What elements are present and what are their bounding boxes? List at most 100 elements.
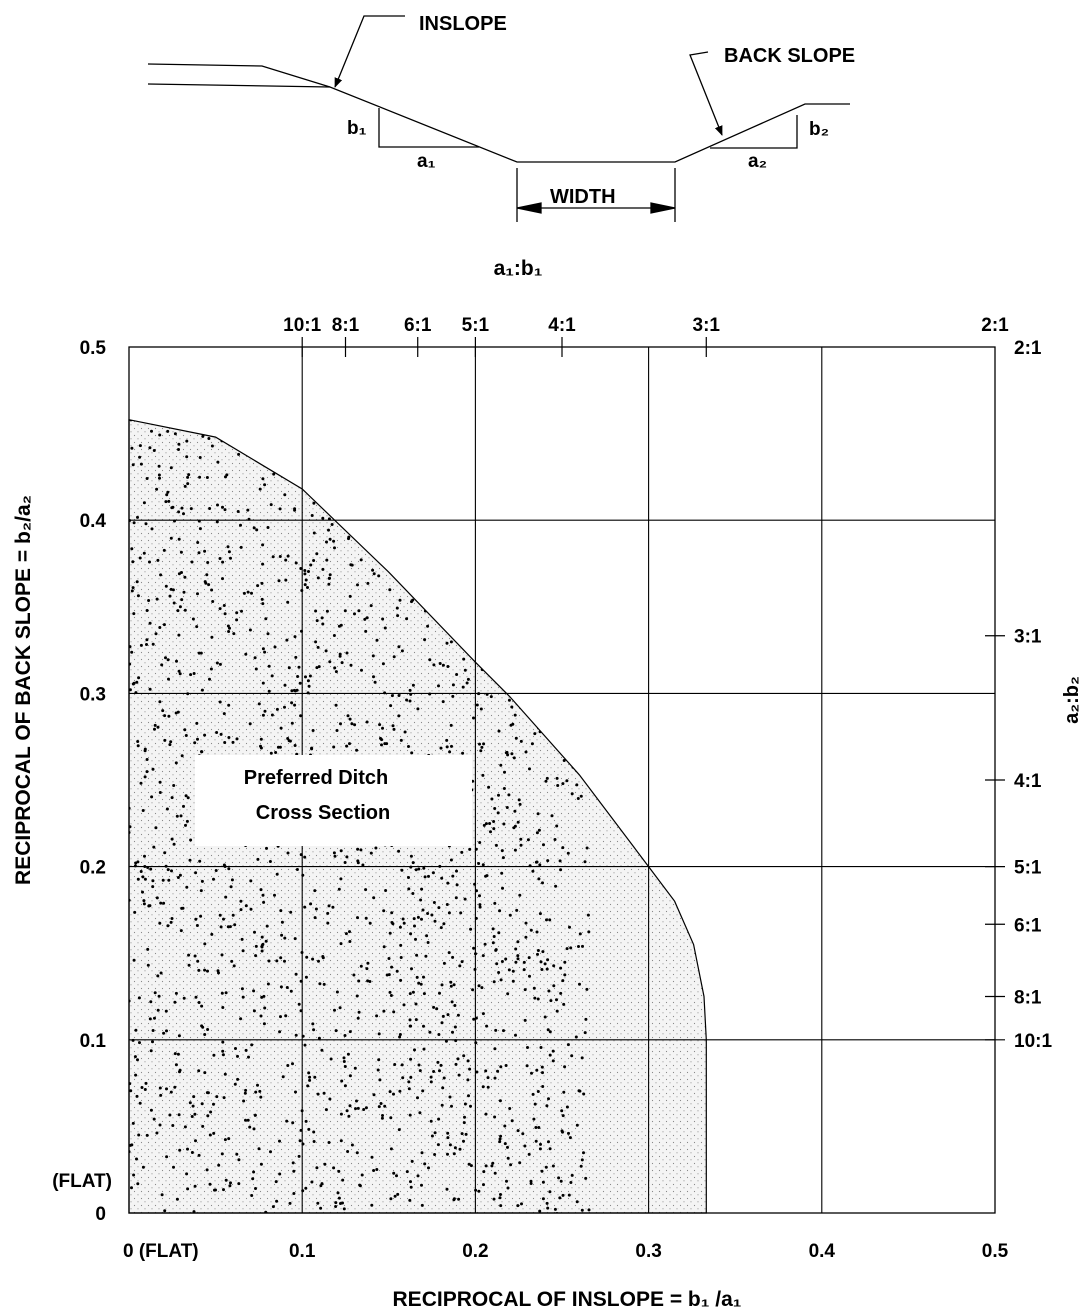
texture-dot bbox=[468, 847, 472, 851]
texture-dot bbox=[521, 1132, 525, 1136]
texture-dot bbox=[321, 956, 325, 960]
texture-dot bbox=[359, 964, 363, 968]
texture-dot bbox=[418, 1069, 422, 1073]
texture-dot bbox=[421, 908, 425, 912]
texture-dot bbox=[365, 516, 369, 520]
texture-dot bbox=[219, 732, 223, 736]
right-tick-label: 5:1 bbox=[1014, 858, 1042, 879]
texture-dot bbox=[346, 1052, 350, 1056]
texture-dot bbox=[585, 443, 589, 447]
texture-dot bbox=[555, 824, 559, 828]
texture-dot bbox=[494, 496, 498, 500]
x-tick-label: 0.4 bbox=[809, 1241, 836, 1262]
texture-dot bbox=[280, 933, 284, 937]
texture-dot bbox=[261, 543, 265, 547]
texture-dot bbox=[325, 558, 329, 562]
texture-dot bbox=[452, 983, 456, 987]
texture-dot bbox=[586, 913, 590, 917]
texture-dot bbox=[519, 739, 523, 743]
texture-dot bbox=[248, 1125, 252, 1129]
texture-dot bbox=[337, 1169, 341, 1173]
texture-dot bbox=[381, 498, 385, 502]
texture-dot bbox=[241, 949, 245, 953]
texture-dot bbox=[380, 738, 384, 742]
texture-dot bbox=[167, 714, 171, 718]
texture-dot bbox=[490, 1164, 494, 1168]
texture-dot bbox=[518, 1161, 522, 1165]
texture-dot bbox=[275, 872, 279, 876]
texture-dot bbox=[481, 1085, 485, 1089]
texture-dot bbox=[311, 475, 315, 479]
grid-lines bbox=[129, 347, 995, 1213]
texture-dot bbox=[420, 1151, 424, 1155]
texture-dot bbox=[345, 744, 349, 748]
texture-dot bbox=[136, 860, 140, 864]
texture-dot bbox=[523, 686, 527, 690]
texture-dot bbox=[570, 434, 574, 438]
texture-dot bbox=[506, 753, 510, 757]
right-axis-title: a₂:b₂ bbox=[1061, 676, 1083, 724]
texture-dot bbox=[237, 452, 241, 456]
texture-dot bbox=[146, 963, 150, 967]
texture-dot bbox=[483, 942, 487, 946]
texture-dot bbox=[223, 741, 227, 744]
texture-dot bbox=[570, 443, 574, 447]
texture-dot bbox=[179, 550, 183, 554]
texture-dot bbox=[403, 556, 407, 560]
texture-dot bbox=[567, 609, 571, 613]
texture-dot bbox=[150, 795, 154, 799]
texture-dot bbox=[176, 876, 180, 879]
texture-dot bbox=[540, 1065, 544, 1069]
texture-dot bbox=[504, 1064, 508, 1067]
texture-dot bbox=[516, 954, 520, 958]
texture-dot bbox=[340, 1079, 344, 1083]
texture-dot bbox=[158, 921, 162, 925]
texture-dot bbox=[215, 661, 219, 665]
texture-dot bbox=[334, 1201, 338, 1205]
texture-dot bbox=[551, 1049, 555, 1053]
texture-dot bbox=[286, 554, 290, 558]
texture-dot bbox=[157, 473, 161, 477]
texture-dot bbox=[327, 582, 331, 586]
texture-dot bbox=[460, 850, 464, 854]
texture-dot bbox=[524, 921, 528, 925]
texture-dot bbox=[402, 493, 406, 497]
texture-dot bbox=[389, 704, 393, 708]
texture-dot bbox=[257, 702, 261, 706]
texture-dot bbox=[523, 1018, 527, 1022]
texture-dot bbox=[411, 892, 415, 895]
texture-dot bbox=[357, 451, 361, 455]
texture-dot bbox=[223, 1072, 227, 1076]
texture-dot bbox=[152, 1117, 156, 1121]
texture-dot bbox=[343, 1084, 347, 1088]
texture-dot bbox=[132, 681, 136, 685]
texture-dot bbox=[364, 916, 368, 920]
texture-dot bbox=[161, 709, 165, 713]
texture-dot bbox=[132, 521, 136, 525]
texture-dot bbox=[534, 1126, 538, 1129]
texture-dot bbox=[531, 526, 535, 530]
texture-dot bbox=[240, 987, 244, 991]
texture-dot bbox=[167, 878, 171, 882]
x-axis-title: RECIPROCAL OF INSLOPE = b₁ /a₁ bbox=[393, 1288, 742, 1311]
texture-dot bbox=[528, 767, 531, 771]
texture-dot bbox=[518, 535, 522, 539]
texture-dot bbox=[433, 1131, 437, 1135]
texture-dot bbox=[502, 490, 506, 494]
texture-dot bbox=[175, 659, 178, 663]
texture-dot bbox=[170, 917, 174, 920]
texture-dot bbox=[493, 1047, 497, 1051]
texture-dot bbox=[494, 948, 498, 952]
y-tick-label: 0.3 bbox=[80, 684, 106, 705]
texture-dot bbox=[445, 745, 449, 749]
texture-dot bbox=[239, 523, 242, 527]
texture-dot bbox=[348, 742, 351, 746]
texture-dot bbox=[353, 1066, 357, 1070]
texture-dot bbox=[293, 937, 297, 941]
texture-dot bbox=[158, 433, 162, 437]
texture-dot bbox=[224, 475, 227, 479]
texture-dot bbox=[317, 665, 321, 669]
texture-dot bbox=[343, 450, 346, 454]
texture-dot bbox=[392, 1092, 395, 1096]
